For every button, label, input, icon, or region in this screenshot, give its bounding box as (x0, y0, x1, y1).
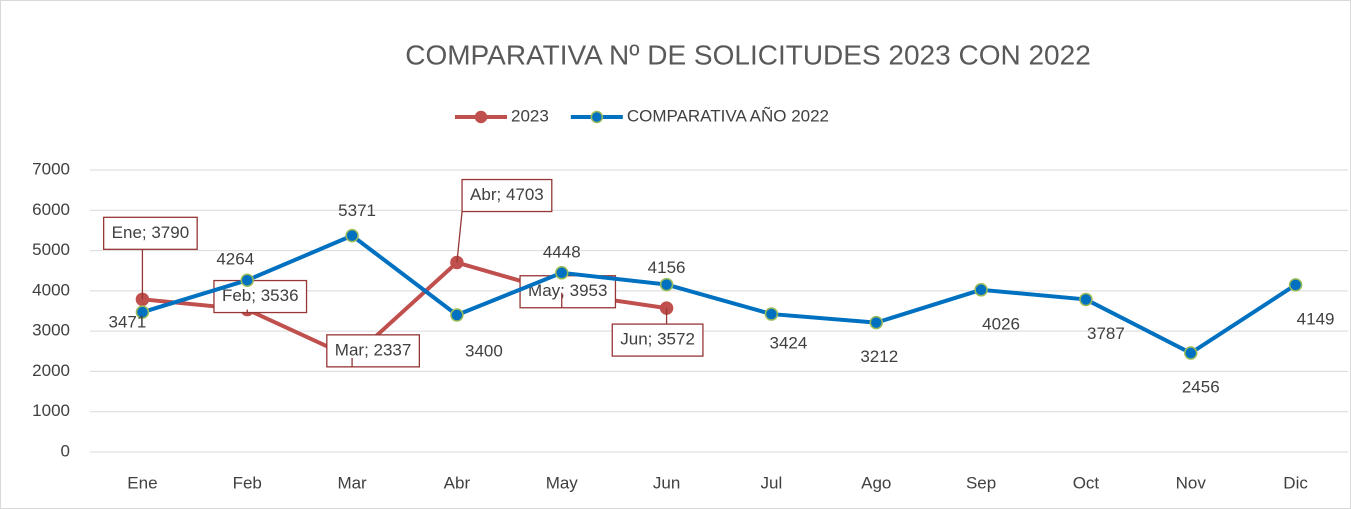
x-tick-label: Ago (861, 473, 891, 492)
data-label-box (103, 216, 198, 250)
data-label: 4026 (982, 314, 1020, 333)
point (240, 273, 254, 287)
x-tick-label: Abr (444, 473, 471, 492)
y-tick-label: 0 (61, 441, 70, 460)
point (1184, 346, 1198, 360)
data-label: 3471 (109, 313, 147, 332)
data-label-box (611, 323, 704, 357)
y-tick-label: 6000 (32, 200, 70, 219)
data-label: 3787 (1087, 324, 1125, 343)
data-label: Jun; 3572 (620, 330, 695, 349)
x-tick-label: Jun (653, 473, 680, 492)
data-label: 4264 (216, 250, 254, 269)
data-label-box (326, 334, 421, 368)
x-tick-label: Dic (1283, 473, 1308, 492)
data-label-box (461, 178, 553, 213)
point (555, 266, 569, 280)
legend-marker (590, 110, 604, 124)
x-tick-label: Sep (966, 473, 996, 492)
data-label: 4448 (543, 242, 581, 261)
series-line (141, 233, 1297, 356)
data-label: Feb; 3536 (222, 286, 299, 305)
leader-line (456, 211, 463, 263)
x-tick-label: Ene (127, 473, 157, 492)
data-label: 2456 (1182, 378, 1220, 397)
data-label: 5371 (338, 201, 376, 220)
y-tick-label: 2000 (32, 361, 70, 380)
point (974, 283, 988, 297)
point (764, 307, 779, 321)
y-tick-label: 7000 (32, 159, 70, 178)
x-tick-label: Feb (233, 473, 262, 492)
data-label: Mar; 2337 (335, 340, 412, 359)
y-tick-label: 5000 (32, 240, 70, 259)
data-label: May; 3953 (528, 281, 607, 300)
data-label: 3400 (465, 342, 503, 361)
x-tick-label: Nov (1176, 473, 1207, 492)
data-label: Abr; 4703 (470, 185, 544, 204)
point (450, 308, 464, 322)
point (345, 228, 359, 243)
x-tick-label: Jul (761, 473, 783, 492)
point (659, 277, 674, 292)
y-tick-label: 4000 (32, 280, 70, 299)
chart-title: COMPARATIVA Nº DE SOLICITUDES 2023 CON 2… (405, 39, 1091, 70)
point (869, 315, 883, 330)
data-label: 3424 (770, 334, 808, 353)
x-tick-label: Mar (337, 473, 367, 492)
x-tick-label: Oct (1073, 473, 1100, 492)
data-label: 4156 (648, 258, 686, 277)
y-tick-label: 1000 (32, 401, 70, 420)
x-tick-label: May (546, 473, 579, 492)
data-label: 3212 (860, 347, 898, 366)
y-tick-label: 3000 (32, 321, 70, 340)
legend-label: 2023 (511, 106, 549, 125)
data-label: Ene; 3790 (112, 223, 190, 242)
point (135, 305, 150, 319)
point (1079, 292, 1093, 307)
point (1288, 278, 1303, 292)
legend-label: COMPARATIVA AÑO 2022 (627, 106, 829, 125)
legend-marker (474, 110, 488, 124)
data-label: 4149 (1297, 309, 1335, 328)
